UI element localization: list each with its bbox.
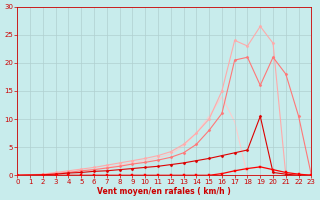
X-axis label: Vent moyen/en rafales ( km/h ): Vent moyen/en rafales ( km/h )	[98, 187, 231, 196]
